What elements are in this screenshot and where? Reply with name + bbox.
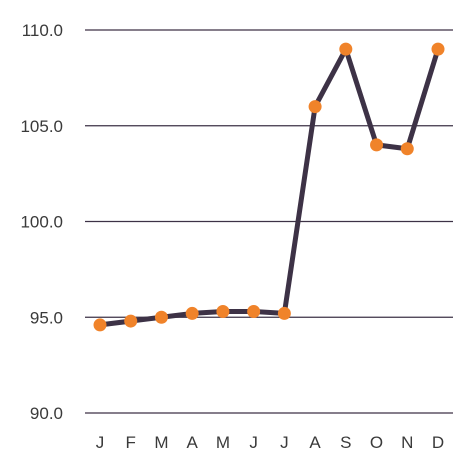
data-point — [339, 42, 353, 56]
x-tick-label: J — [249, 433, 258, 452]
data-point — [154, 310, 168, 324]
x-tick-label: D — [432, 433, 444, 452]
y-tick-label: 95.0 — [30, 308, 63, 327]
y-tick-label: 90.0 — [30, 404, 63, 423]
data-point — [370, 138, 384, 152]
x-tick-label: A — [309, 433, 321, 452]
x-tick-label: J — [96, 433, 105, 452]
y-tick-label: 100.0 — [20, 213, 63, 232]
x-tick-label: A — [187, 433, 199, 452]
data-point — [93, 318, 107, 332]
gridlines — [85, 29, 453, 414]
x-tick-label: F — [126, 433, 136, 452]
data-point — [185, 306, 199, 320]
data-point — [247, 305, 261, 319]
y-tick-label: 105.0 — [20, 117, 63, 136]
x-tick-label: M — [154, 433, 168, 452]
data-point — [400, 142, 414, 156]
series-line-0 — [97, 46, 441, 328]
y-axis-ticks: 90.0 95.0 100.0 105.0 110.0 — [20, 21, 63, 423]
data-point — [277, 306, 291, 320]
x-tick-label: M — [216, 433, 230, 452]
x-tick-label: S — [340, 433, 351, 452]
x-tick-label: O — [370, 433, 383, 452]
data-point — [216, 305, 230, 319]
x-tick-label: J — [280, 433, 289, 452]
data-point — [124, 314, 138, 328]
data-point — [308, 100, 322, 114]
series-group — [93, 42, 445, 332]
x-tick-label: N — [401, 433, 413, 452]
data-point — [431, 42, 445, 56]
y-tick-label: 110.0 — [22, 21, 63, 40]
